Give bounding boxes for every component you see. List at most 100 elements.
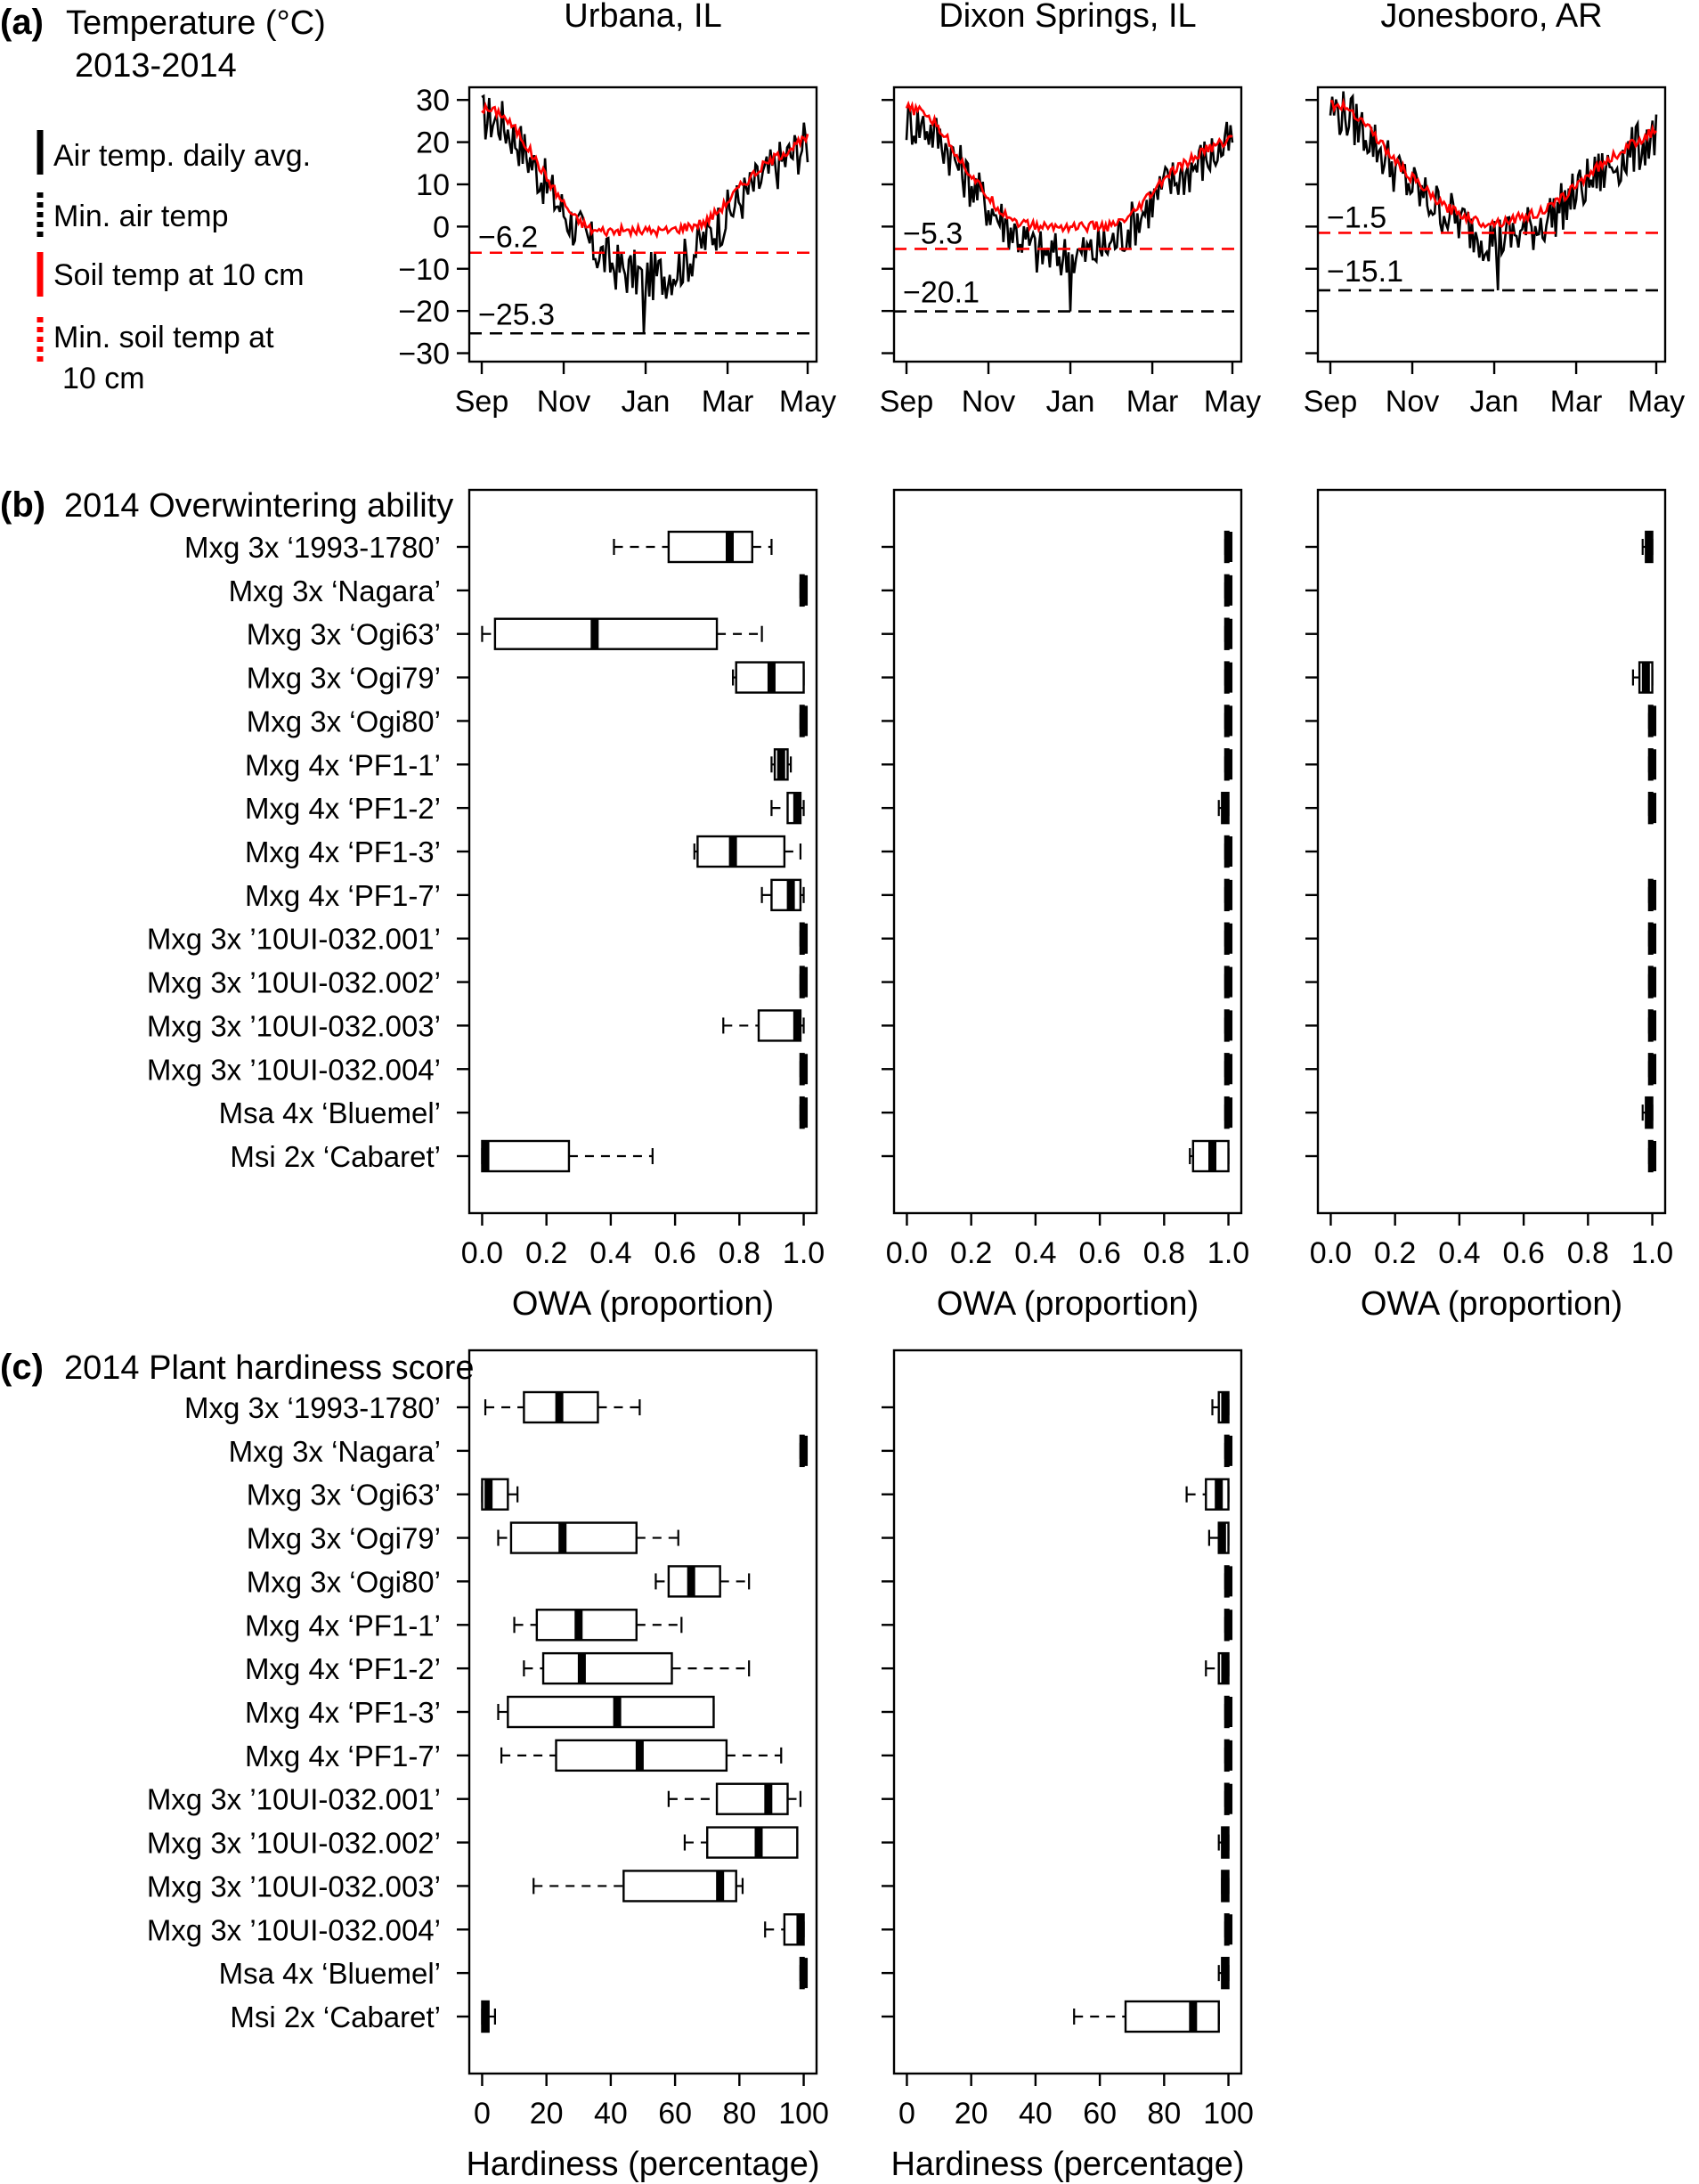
iqr-box: [770, 878, 802, 912]
box-mxg-3x-nagara: [1223, 574, 1233, 607]
chart-title: Dixon Springs, IL: [939, 0, 1196, 35]
box-mxg-3x-10ui-032-002: [1647, 966, 1657, 998]
x-axis-label: OWA (proportion): [512, 1285, 774, 1323]
box-mxg-3x-ogi80: [1223, 705, 1233, 738]
category-label: Mxg 3x ‘1993-1780’: [184, 531, 441, 564]
box-mxg-3x-10ui-032-003: [1647, 1009, 1657, 1042]
box-mxg-4x-pf1-3: [1223, 1695, 1233, 1729]
soil-temp-line: [905, 100, 1233, 235]
box-mxg-3x-10ui-032-004: [799, 1053, 809, 1086]
box-mxg-4x-pf1-1: [770, 748, 793, 781]
box-mxg-3x-ogi80: [799, 705, 809, 738]
plot-area: [481, 94, 809, 334]
box-mxg-3x-10ui-032-001: [1223, 1782, 1233, 1815]
box-mxg-4x-pf1-3: [1223, 835, 1233, 868]
panel-a-header: (a) Temperature (°C) 2013-2014: [0, 3, 326, 85]
box-mxg-4x-pf1-7: [500, 1739, 783, 1772]
category-label: Mxg 3x ‘Ogi80’: [247, 1565, 441, 1598]
box-mxg-3x-10ui-032-004: [764, 1913, 805, 1946]
y-tick-label: −20: [398, 295, 450, 329]
box-mxg-3x-ogi80: [1223, 1565, 1233, 1598]
x-tick-label: 0: [474, 2097, 491, 2131]
x-tick-label: 100: [1203, 2097, 1254, 2131]
y-tick-label: 30: [416, 84, 450, 118]
x-tick-label: May: [779, 385, 836, 419]
plot-frame: [892, 86, 1243, 363]
box-mxg-3x-1993-1780: [1211, 1390, 1230, 1424]
x-axis-label: OWA (proportion): [937, 1285, 1199, 1323]
iqr-box: [696, 835, 786, 868]
box-mxg-4x-pf1-2: [770, 791, 805, 825]
category-label: Mxg 3x ‘Ogi63’: [247, 1479, 441, 1512]
iqr-box: [481, 1139, 571, 1173]
box-mxg-4x-pf1-1: [513, 1609, 683, 1642]
soil-temp-line: [481, 101, 809, 240]
box-msi-2x-cabaret: [1189, 1139, 1230, 1173]
x-tick-label: 0.4: [1014, 1236, 1056, 1270]
category-label: Mxg 3x ‘Ogi80’: [247, 705, 441, 738]
box-mxg-3x-10ui-032-003: [532, 1870, 744, 1903]
min-soil-label: −5.3: [903, 216, 963, 250]
box-mxg-3x-10ui-032-002: [683, 1826, 799, 1859]
box-mxg-3x-10ui-032-002: [1223, 966, 1233, 998]
boxplot-c-dixon-springs-il: 0 20 40 60 80 100 Hardiness (percentage): [882, 1349, 1254, 2183]
box-msa-4x-bluemel: [799, 1096, 809, 1129]
x-tick-label: 1.0: [1631, 1236, 1673, 1270]
x-tick-label: Jan: [622, 385, 671, 419]
legend-air-daily-label: Air temp. daily avg.: [53, 139, 311, 173]
panel-c-label: (c): [0, 1348, 44, 1387]
box-msi-2x-cabaret: [481, 1139, 654, 1173]
boxplot-b-urbana-il: Mxg 3x ‘1993-1780’ Mxg 3x ‘Nagara’ Mxg 3x …: [147, 488, 825, 1323]
boxplot-b-jonesboro-ar: 0.0 0.2 0.4 0.6 0.8 1.0 OWA (proportion): [1305, 488, 1673, 1323]
min-air-label: −15.1: [1327, 255, 1403, 289]
x-tick-label: Sep: [880, 385, 934, 419]
iqr-box: [715, 1782, 789, 1815]
x-tick-label: 0.0: [886, 1236, 928, 1270]
x-tick-label: Nov: [962, 385, 1015, 419]
x-tick-label: 0.8: [1567, 1236, 1609, 1270]
iqr-box: [507, 1695, 715, 1729]
box-mxg-4x-pf1-7: [1223, 878, 1233, 912]
panel-b-label: (b): [0, 485, 45, 525]
x-tick-label: May: [1204, 385, 1261, 419]
category-label: Mxg 3x ‘Ogi63’: [247, 618, 441, 651]
box-msa-4x-bluemel: [1223, 1096, 1233, 1129]
plot-area: [905, 100, 1234, 312]
box-msi-2x-cabaret: [1647, 1139, 1657, 1173]
x-tick-label: 0.6: [1502, 1236, 1544, 1270]
panel-a-legend: Air temp. daily avg. Min. air temp Soil …: [37, 130, 311, 395]
box-mxg-3x-ogi63: [481, 1478, 519, 1511]
box-mxg-3x-ogi63: [1223, 617, 1233, 650]
x-tick-label: 0.6: [654, 1236, 695, 1270]
x-tick-label: 0.6: [1078, 1236, 1120, 1270]
y-tick-label: −30: [398, 338, 450, 371]
box-mxg-4x-pf1-1: [1223, 748, 1233, 781]
box-mxg-3x-1993-1780: [613, 530, 773, 564]
legend-min-air-label: Min. air temp: [53, 200, 229, 233]
box-mxg-3x-10ui-032-001: [799, 922, 809, 955]
x-tick-label: 20: [955, 2097, 988, 2131]
box-mxg-4x-pf1-2: [1205, 1651, 1230, 1685]
x-tick-label: 0.2: [525, 1236, 567, 1270]
x-tick-label: 0.2: [1374, 1236, 1416, 1270]
x-tick-label: 40: [594, 2097, 628, 2131]
iqr-box: [541, 1651, 673, 1685]
box-mxg-4x-pf1-2: [523, 1651, 751, 1685]
x-tick-label: 0.2: [950, 1236, 992, 1270]
x-axis-label: Hardiness (percentage): [890, 2146, 1244, 2183]
panel-b-title: 2014 Overwintering ability: [64, 487, 453, 525]
x-tick-label: 0.4: [1438, 1236, 1480, 1270]
category-label: Mxg 4x ‘PF1-2’: [245, 792, 441, 825]
air-temp-line: [481, 94, 809, 334]
category-label: Mxg 3x ’10UI-032.004’: [147, 1053, 441, 1086]
box-mxg-4x-pf1-7: [760, 878, 805, 912]
x-tick-label: Mar: [1550, 385, 1603, 419]
box-mxg-3x-nagara: [799, 574, 809, 607]
box-mxg-3x-10ui-032-001: [1223, 922, 1233, 955]
temperature-chart-dixon-springs-il: Dixon Springs, IL −5.3 −20.1 Sep Nov Jan Mar Ma…: [880, 0, 1261, 419]
iqr-box: [509, 1521, 638, 1554]
box-mxg-4x-pf1-3: [497, 1695, 715, 1729]
x-tick-label: 60: [1083, 2097, 1117, 2131]
box-mxg-3x-10ui-032-004: [1223, 1053, 1233, 1086]
chart-title: Urbana, IL: [564, 0, 721, 35]
